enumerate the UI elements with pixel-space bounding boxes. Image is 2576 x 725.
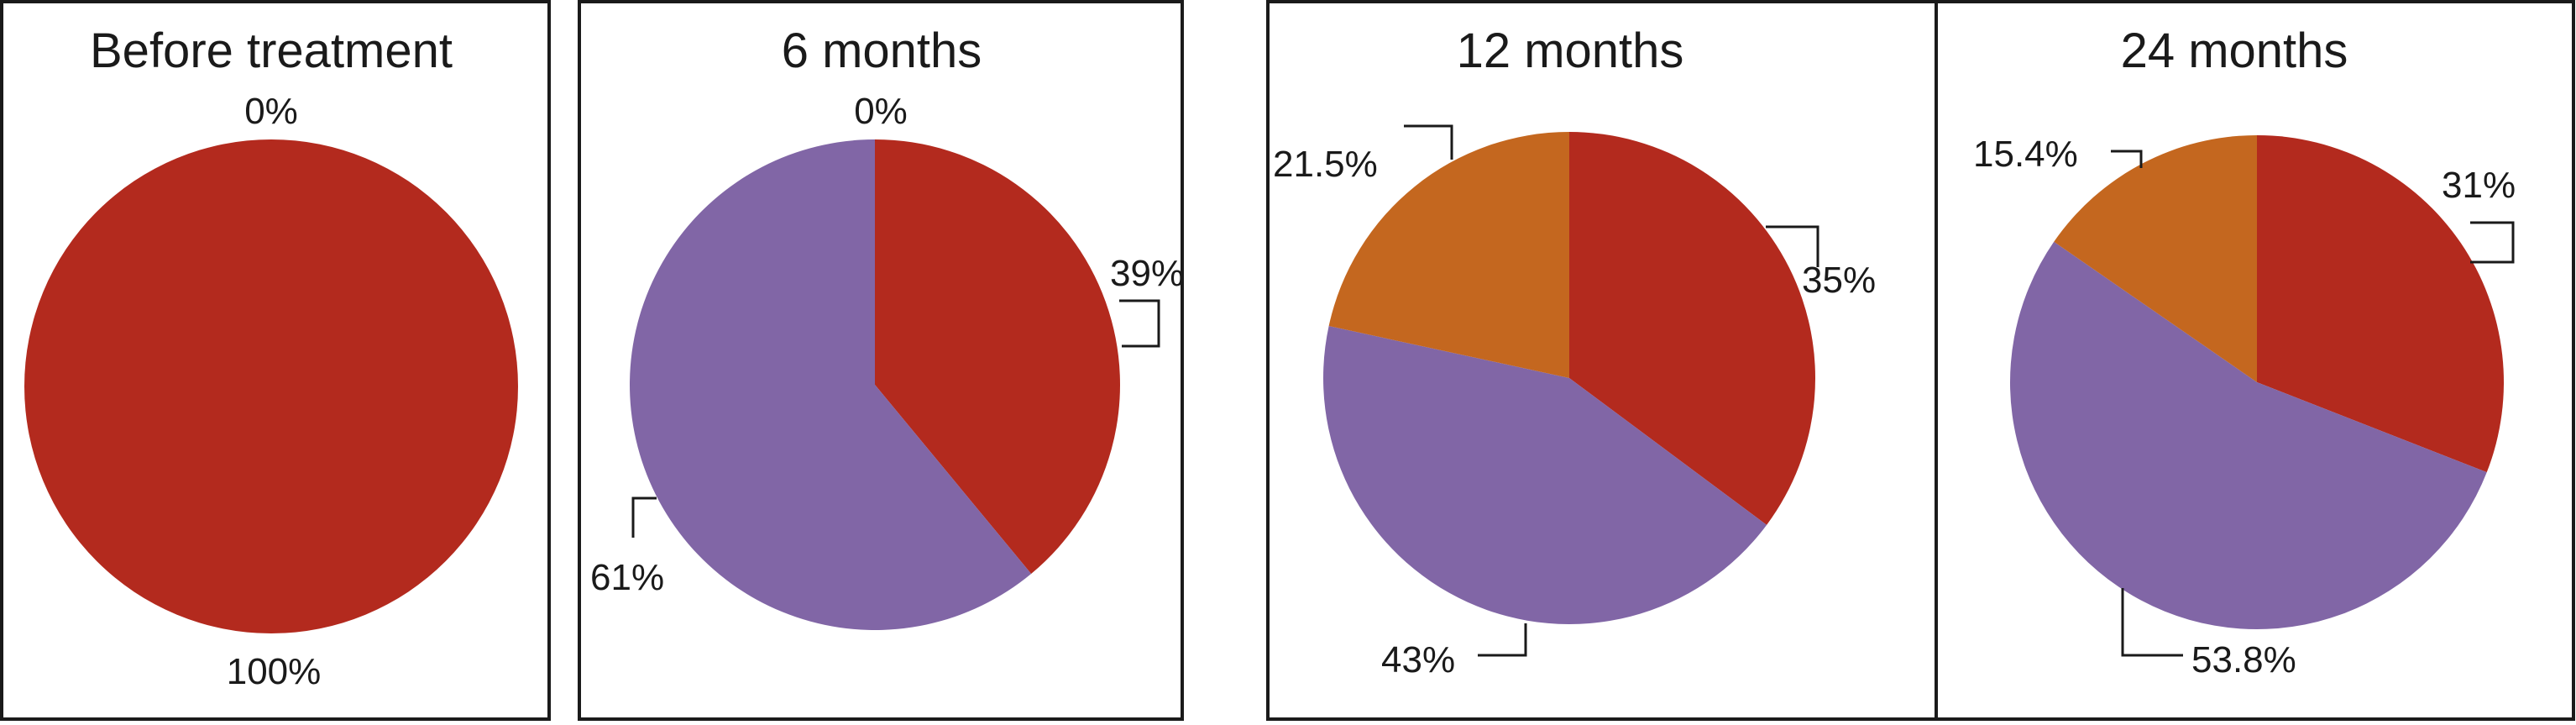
pie-slice bbox=[875, 139, 1120, 574]
chart-title: 6 months bbox=[782, 24, 982, 78]
pie-slice bbox=[1569, 132, 1815, 525]
pie-panel: 6 months 39% 61% 0% bbox=[578, 0, 1184, 721]
pie-slice bbox=[1328, 132, 1569, 378]
slice-label: 61% bbox=[590, 557, 664, 598]
pie-panel: 12 months 35% 43% 21.5% bbox=[1266, 0, 1942, 721]
leader-line bbox=[1404, 124, 1453, 160]
leader-line bbox=[2111, 150, 2143, 168]
chart-title: 12 months bbox=[1457, 24, 1684, 78]
slice-label: 39% bbox=[1110, 253, 1184, 294]
pie-slice bbox=[2054, 135, 2257, 382]
slice-label: 43% bbox=[1381, 639, 1455, 680]
slice-label: 0% bbox=[854, 91, 908, 132]
leader-line bbox=[631, 496, 657, 538]
slice-label: 53.8% bbox=[2191, 639, 2296, 680]
pie-slice bbox=[24, 139, 518, 633]
leader-line bbox=[2121, 588, 2183, 657]
pie-panel: 24 months 31% 53.8% 15.4% bbox=[1935, 0, 2575, 721]
pie-slice bbox=[2009, 241, 2487, 629]
chart-title: 24 months bbox=[2121, 24, 2348, 78]
pie-slice bbox=[2257, 135, 2505, 473]
chart-title: Before treatment bbox=[90, 24, 453, 78]
pie-panel: Before treatment 100% 0% bbox=[0, 0, 551, 721]
slice-label: 35% bbox=[1802, 260, 1876, 301]
slice-label: 21.5% bbox=[1273, 144, 1378, 185]
leader-line bbox=[1766, 225, 1819, 267]
leader-line bbox=[1119, 299, 1160, 348]
leader-line bbox=[1478, 623, 1527, 657]
slice-label: 31% bbox=[2442, 165, 2516, 206]
slice-label: 0% bbox=[244, 91, 298, 132]
slice-label: 15.4% bbox=[1973, 134, 2078, 175]
slice-label: 100% bbox=[227, 651, 322, 692]
pie-slice bbox=[1323, 326, 1767, 624]
leader-line bbox=[2470, 221, 2515, 264]
pie-slice bbox=[630, 139, 1032, 630]
